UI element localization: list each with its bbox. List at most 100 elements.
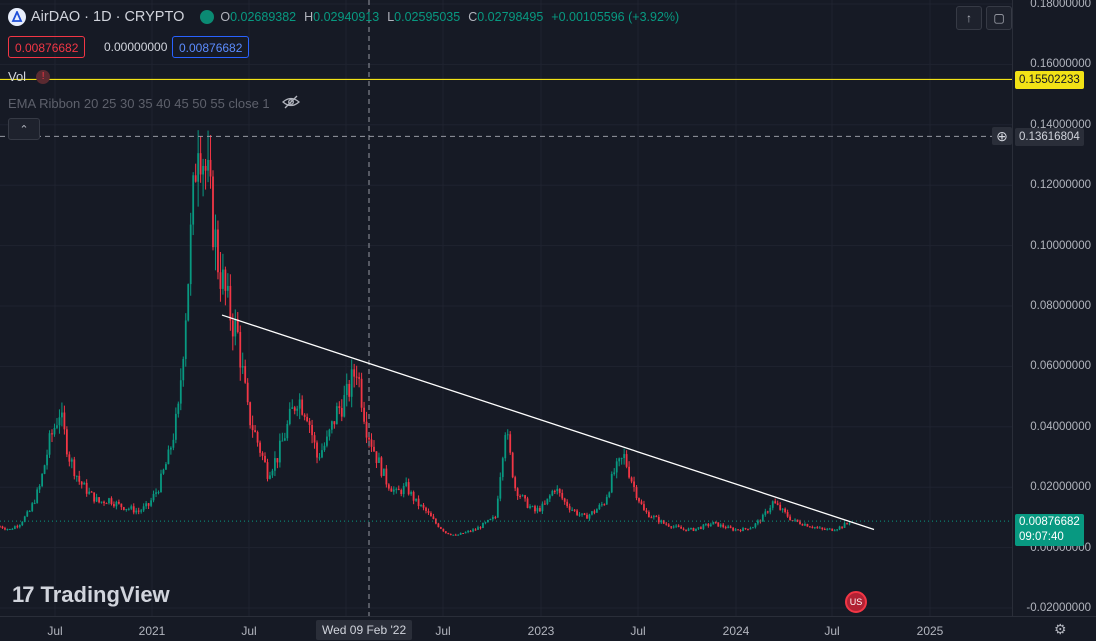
- candle-body: [756, 520, 759, 524]
- candle-body: [764, 511, 767, 515]
- candle-body: [410, 491, 413, 495]
- candle-body: [784, 508, 787, 513]
- candle-body: [521, 495, 524, 497]
- tradingview-logo[interactable]: 17 TradingView: [12, 582, 170, 608]
- candle-body: [613, 472, 616, 475]
- candle-body: [685, 529, 687, 531]
- candle-body: [452, 534, 455, 536]
- volume-indicator[interactable]: Vol !: [8, 69, 51, 84]
- candle-body: [375, 451, 378, 463]
- candle-body: [16, 526, 19, 528]
- candle-body: [70, 459, 73, 462]
- candle-body: [46, 454, 48, 466]
- settings-gear-icon[interactable]: ⚙: [1054, 621, 1067, 637]
- candle-body: [766, 511, 769, 513]
- symbol-legend: AirDAO · 1D · CRYPTO O0.02689382 H0.0294…: [8, 6, 687, 28]
- candle-body: [313, 435, 316, 443]
- candle-body: [345, 383, 348, 396]
- candle-body: [130, 506, 133, 509]
- warning-icon[interactable]: !: [36, 69, 51, 84]
- candle-body: [467, 530, 470, 533]
- candle-body: [719, 524, 722, 527]
- candle-body: [246, 382, 249, 403]
- candle-body: [491, 517, 494, 519]
- us-flag-event-icon[interactable]: US: [845, 591, 867, 613]
- candle-body: [474, 529, 477, 531]
- fullscreen-button[interactable]: ▢: [986, 6, 1012, 30]
- candle-body: [380, 457, 383, 476]
- candle-body: [591, 511, 593, 515]
- eye-hidden-icon[interactable]: [281, 95, 300, 112]
- candle-body: [192, 175, 195, 225]
- airdao-logo-icon: [8, 8, 26, 26]
- candle-body: [469, 530, 472, 532]
- candle-body: [588, 514, 591, 519]
- price-tick-label: 0.04000000: [1030, 420, 1091, 433]
- ema-ribbon-indicator[interactable]: EMA Ribbon 20 25 30 35 40 45 50 55 close…: [8, 95, 300, 112]
- candle-body: [427, 510, 430, 513]
- candle-body: [808, 526, 811, 528]
- candle-body: [672, 526, 675, 528]
- candle-body: [563, 498, 566, 502]
- candle-body: [296, 408, 299, 411]
- tradingview-wordmark: TradingView: [40, 582, 170, 607]
- candle-body: [729, 526, 732, 528]
- candle-body: [638, 498, 640, 502]
- candle-body: [400, 490, 403, 495]
- price-axis[interactable]: 0.18000000 0.16000000 0.14000000 0.12000000…: [1012, 0, 1096, 616]
- candle-body: [36, 489, 39, 503]
- candle-body: [348, 383, 351, 397]
- candle-body: [821, 527, 824, 529]
- arrow-up-button[interactable]: ↑: [956, 6, 982, 30]
- candle-body: [640, 501, 643, 505]
- candle-body: [553, 491, 556, 493]
- time-tick-label: Jul: [241, 624, 257, 638]
- candle-body: [831, 528, 834, 531]
- price-chart[interactable]: [0, 0, 1012, 616]
- symbol-title[interactable]: AirDAO · 1D · CRYPTO: [31, 9, 185, 25]
- candle-body: [269, 475, 271, 479]
- candle-body: [28, 511, 31, 513]
- candle-body: [761, 514, 764, 522]
- time-tick-label: Jul: [630, 624, 646, 638]
- candle-body: [382, 468, 385, 476]
- candle-body: [479, 527, 482, 529]
- candle-body: [330, 421, 333, 430]
- candle-body: [231, 320, 234, 337]
- candle-body: [771, 501, 774, 508]
- candle-body: [665, 523, 668, 525]
- collapse-legend-button[interactable]: ⌃: [8, 118, 40, 140]
- candle-body: [818, 527, 821, 529]
- candle-body: [633, 481, 635, 488]
- candle-body: [328, 429, 331, 437]
- candle-body: [828, 528, 831, 530]
- ohlc-high: H0.02940913: [304, 10, 380, 24]
- time-tick-label: 2021: [138, 624, 166, 638]
- time-axis[interactable]: Jul 2021 Jul Jul 2023 Jul 2024 Jul 2025: [0, 616, 1096, 641]
- price-tick-label: 0.12000000: [1030, 179, 1091, 192]
- candle-body: [100, 501, 103, 503]
- candle-body: [251, 425, 254, 431]
- candle-body: [224, 269, 227, 291]
- sell-price-button[interactable]: 0.00876682: [8, 36, 86, 58]
- candle-body: [524, 495, 526, 499]
- candle-body: [422, 504, 425, 508]
- candle-body: [333, 421, 336, 425]
- buy-price-button[interactable]: 0.00876682: [172, 36, 250, 58]
- candle-body: [833, 530, 836, 532]
- candle-body: [717, 522, 720, 527]
- candle-body: [568, 506, 571, 510]
- candle-body: [709, 524, 712, 526]
- add-alert-button[interactable]: ⊕: [992, 127, 1012, 145]
- candle-body: [794, 519, 796, 521]
- candle-body: [511, 452, 514, 478]
- candle-body: [110, 498, 113, 505]
- candle-body: [501, 458, 504, 478]
- candle-body: [26, 511, 29, 517]
- spread-value: 0.00000000: [104, 40, 168, 54]
- candle-body: [174, 413, 177, 440]
- candle-body: [385, 468, 388, 485]
- last-price-value: 0.00876682: [1019, 516, 1080, 528]
- candle-body: [229, 285, 232, 321]
- candle-body: [489, 518, 492, 520]
